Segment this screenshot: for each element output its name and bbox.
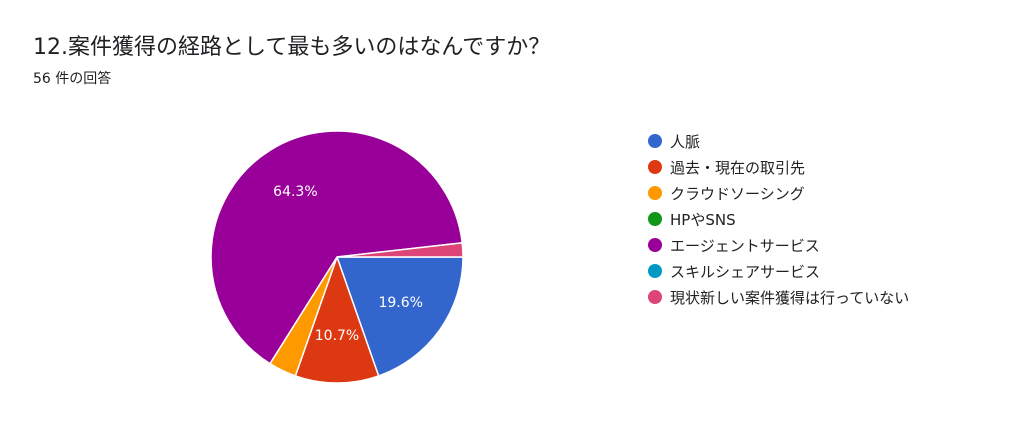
legend-swatch (648, 186, 662, 200)
pie-slice[interactable] (210, 130, 464, 365)
legend-item[interactable]: スキルシェアサービス (648, 258, 909, 284)
legend: 人脈過去・現在の取引先 クラウドソーシング HPやSNS エージェントサービス スキルシ… (648, 128, 909, 310)
legend-label: エージェントサービス (670, 236, 820, 255)
pie-slice[interactable] (294, 254, 380, 384)
legend-item[interactable]: 現状新しい案件獲得は行っていない (648, 284, 909, 310)
legend-label: HPやSNS (670, 210, 736, 229)
response-count: 56 件の回答 (33, 71, 112, 87)
legend-swatch (648, 290, 662, 304)
legend-item[interactable]: クラウドソーシング (648, 180, 909, 206)
legend-item[interactable]: 過去・現在の取引先 (648, 154, 909, 180)
legend-label: スキルシェアサービス (670, 262, 821, 281)
legend-swatch (648, 160, 662, 174)
legend-label: 人脈 (670, 132, 701, 151)
legend-item[interactable]: HPやSNS (648, 206, 909, 232)
pie-slice[interactable] (336, 242, 464, 258)
slice-label: 10.7% (315, 328, 359, 344)
legend-swatch (648, 212, 662, 226)
legend-label: 過去・現在の取引先 (670, 158, 806, 177)
legend-label: 現状新しい案件獲得は行っていない (670, 288, 910, 307)
chart-title: 12.案件獲得の経路として最も多いのはなんですか？ (33, 35, 551, 60)
legend-item[interactable]: エージェントサービス (648, 232, 909, 258)
legend-swatch (648, 238, 662, 252)
legend-swatch (648, 134, 662, 148)
legend-swatch (648, 264, 662, 278)
legend-label: クラウドソーシング (670, 184, 805, 203)
slice-label: 19.6% (378, 295, 422, 311)
slice-label: 64.3% (273, 184, 317, 200)
legend-item[interactable]: 人脈 (648, 128, 909, 154)
